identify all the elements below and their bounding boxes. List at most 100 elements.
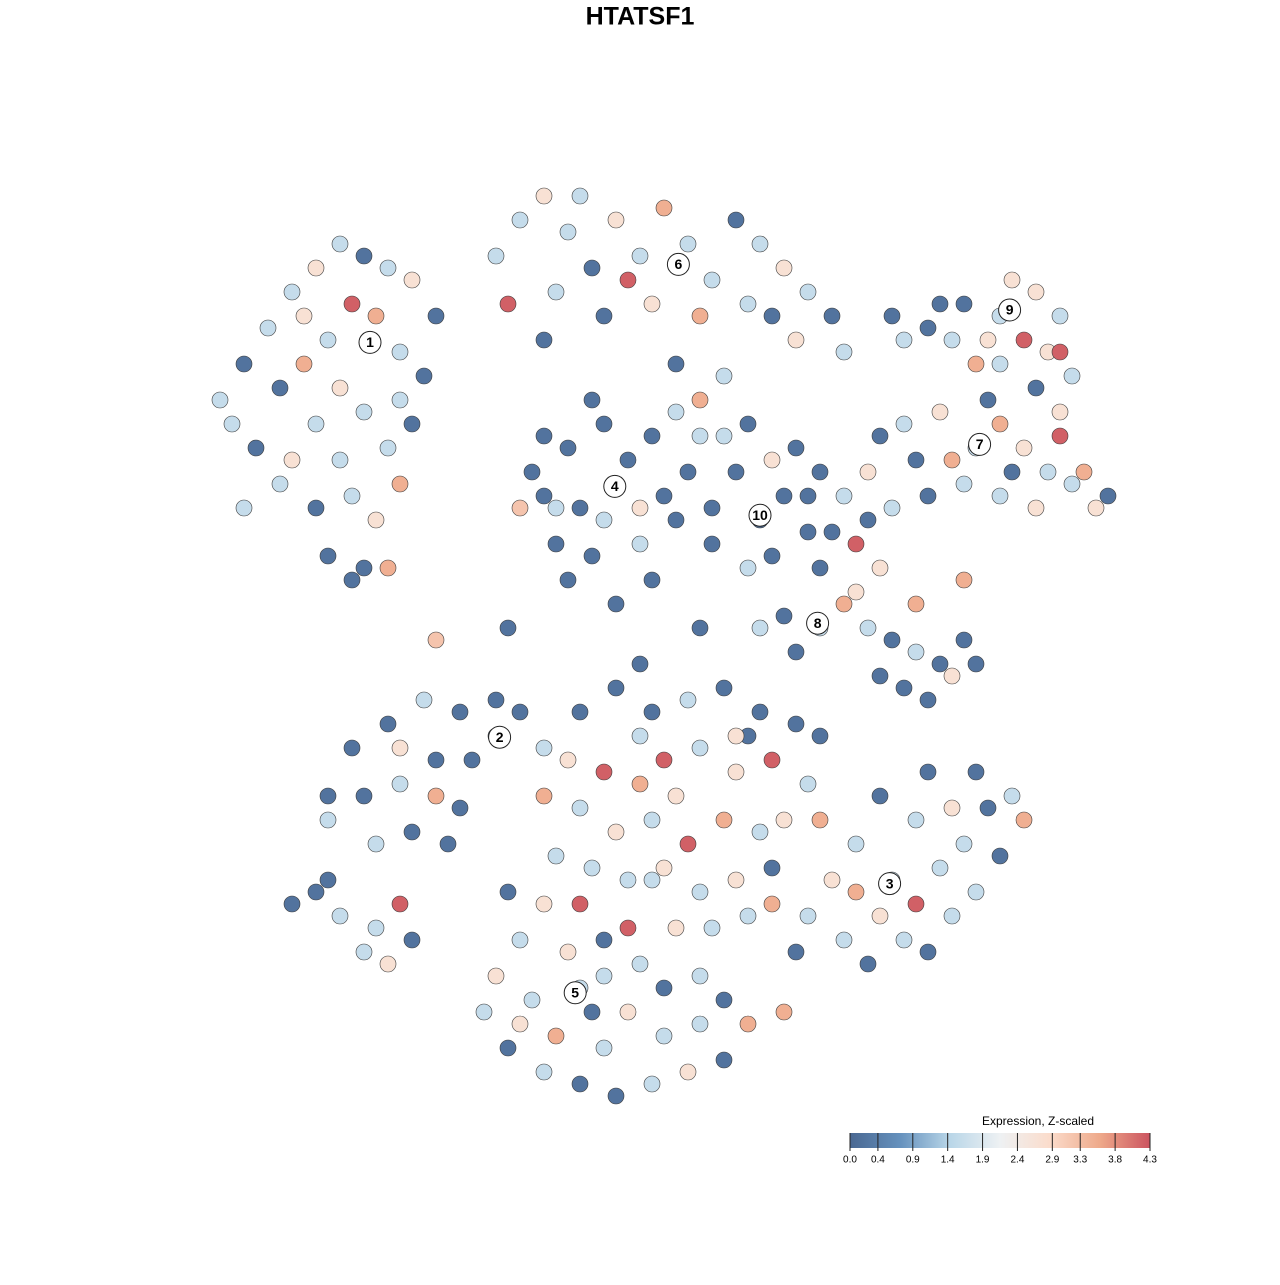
cell-point xyxy=(487,967,505,985)
cell-point xyxy=(847,883,865,901)
cell-point xyxy=(415,367,433,385)
cell-point xyxy=(763,895,781,913)
cell-point xyxy=(847,835,865,853)
cell-point xyxy=(535,331,553,349)
cell-point xyxy=(727,871,745,889)
cell-point xyxy=(391,343,409,361)
cell-point xyxy=(835,595,853,613)
cell-point xyxy=(643,1075,661,1093)
cell-point xyxy=(799,523,817,541)
cell-point xyxy=(871,907,889,925)
cell-point xyxy=(607,595,625,613)
colorbar-title: Expression, Z-scaled xyxy=(982,1114,1094,1128)
cell-point xyxy=(343,487,361,505)
cluster-label: 1 xyxy=(366,334,374,350)
cell-point xyxy=(823,307,841,325)
cell-point xyxy=(1051,307,1069,325)
cell-point xyxy=(1051,343,1069,361)
cell-point xyxy=(919,487,937,505)
cell-point xyxy=(511,703,529,721)
cell-point xyxy=(643,811,661,829)
cell-point xyxy=(499,1039,517,1057)
cell-point xyxy=(763,307,781,325)
cell-point xyxy=(667,919,685,937)
cell-point xyxy=(331,235,349,253)
cell-point xyxy=(715,1051,733,1069)
cell-point xyxy=(631,247,649,265)
cell-point xyxy=(703,919,721,937)
cell-point xyxy=(835,931,853,949)
cell-point xyxy=(583,259,601,277)
cell-point xyxy=(739,907,757,925)
cell-point xyxy=(619,1003,637,1021)
cell-point xyxy=(631,727,649,745)
cell-point xyxy=(547,499,565,517)
cell-point xyxy=(379,559,397,577)
cell-point xyxy=(415,691,433,709)
cell-point xyxy=(379,259,397,277)
cell-point xyxy=(727,727,745,745)
colorbar-tick-label: 4.3 xyxy=(1143,1155,1157,1166)
cell-point xyxy=(811,727,829,745)
cell-point xyxy=(775,1003,793,1021)
cell-point xyxy=(319,871,337,889)
cell-point xyxy=(211,391,229,409)
cell-point xyxy=(343,571,361,589)
cell-point xyxy=(799,907,817,925)
cell-point xyxy=(631,775,649,793)
colorbar-tick-label: 1.4 xyxy=(941,1155,955,1166)
cluster-label: 4 xyxy=(611,478,619,494)
cell-point xyxy=(751,703,769,721)
cell-point xyxy=(427,631,445,649)
cell-point xyxy=(535,787,553,805)
cell-point xyxy=(655,487,673,505)
cell-point xyxy=(667,355,685,373)
cell-point xyxy=(1099,487,1117,505)
cell-point xyxy=(223,415,241,433)
cluster-label-bg xyxy=(748,503,772,527)
cell-point xyxy=(643,427,661,445)
cell-point xyxy=(907,895,925,913)
cell-point xyxy=(559,223,577,241)
cell-point xyxy=(307,259,325,277)
cell-point xyxy=(547,847,565,865)
cell-point xyxy=(607,1087,625,1105)
cell-point xyxy=(787,643,805,661)
cell-point xyxy=(595,1039,613,1057)
cell-point xyxy=(367,835,385,853)
cell-point xyxy=(367,919,385,937)
cell-point xyxy=(571,1075,589,1093)
cell-point xyxy=(811,811,829,829)
cell-point xyxy=(379,955,397,973)
cell-point xyxy=(967,355,985,373)
cell-point xyxy=(967,655,985,673)
cell-point xyxy=(667,403,685,421)
cell-point xyxy=(955,295,973,313)
colorbar-tick-label: 1.9 xyxy=(976,1155,990,1166)
cluster-label-bg xyxy=(603,474,627,498)
cell-point xyxy=(919,763,937,781)
cell-point xyxy=(943,667,961,685)
cell-point xyxy=(859,463,877,481)
cell-point xyxy=(355,247,373,265)
cell-point xyxy=(1003,271,1021,289)
cell-point xyxy=(1003,787,1021,805)
cell-point xyxy=(235,355,253,373)
cell-point xyxy=(931,403,949,421)
cell-point xyxy=(871,559,889,577)
cell-point xyxy=(583,391,601,409)
cell-point xyxy=(619,871,637,889)
cell-point xyxy=(655,859,673,877)
cell-point xyxy=(919,319,937,337)
cell-point xyxy=(799,775,817,793)
cell-point xyxy=(331,379,349,397)
cell-point xyxy=(823,871,841,889)
cell-point xyxy=(403,931,421,949)
colorbar-tick-label: 2.4 xyxy=(1010,1155,1024,1166)
cell-point xyxy=(319,547,337,565)
cell-point xyxy=(655,199,673,217)
cell-point xyxy=(847,583,865,601)
cell-point xyxy=(619,451,637,469)
colorbar-tick-label: 0.4 xyxy=(871,1155,885,1166)
